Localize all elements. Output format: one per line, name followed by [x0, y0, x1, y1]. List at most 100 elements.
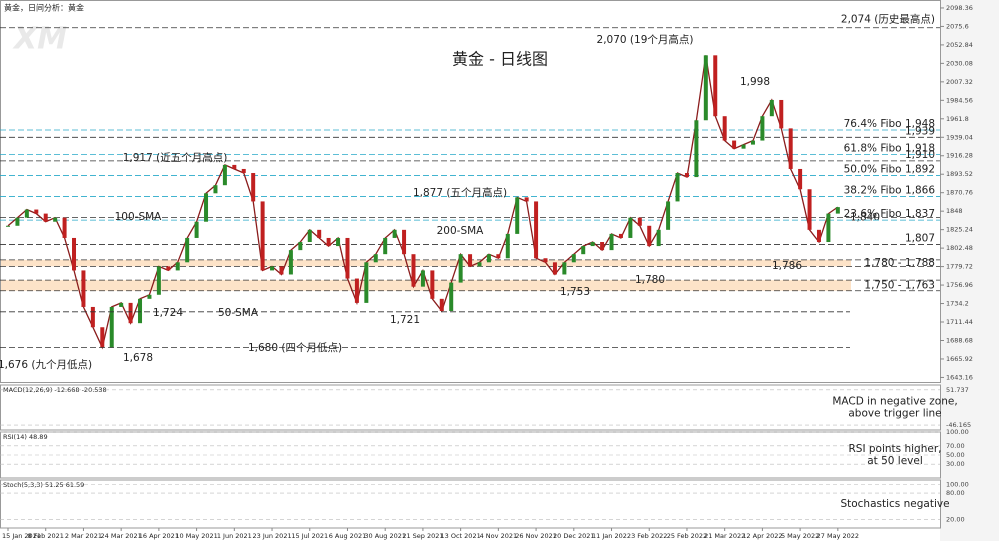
y-tick-label: 1984.56 — [946, 96, 973, 104]
price-point — [270, 266, 275, 271]
price-point — [477, 262, 482, 267]
annotation: 1,676 (九个月低点) — [0, 358, 92, 371]
price-point — [251, 173, 256, 202]
x-tick-label: 16 Apr 2021 — [139, 532, 179, 540]
price-point — [807, 189, 812, 230]
price-point — [175, 262, 180, 271]
price-point — [53, 217, 58, 222]
price-point — [666, 201, 671, 230]
x-tick-label: 15 Jul 2021 — [291, 532, 328, 540]
price-point — [307, 229, 312, 243]
level-label: 1,910 — [905, 149, 935, 161]
price-point — [392, 229, 397, 238]
price-point — [354, 278, 359, 303]
price-point — [741, 144, 746, 149]
y-tick-label: 1848 — [946, 207, 963, 215]
annotation: 1,786 — [772, 260, 802, 272]
level-label: 2,074 (历史最高点) — [841, 13, 935, 26]
price-point — [609, 233, 614, 251]
y-tick-label: 2030.08 — [946, 59, 973, 67]
y-tick-label: 1825.24 — [946, 226, 973, 234]
y-tick-label: 1665.92 — [946, 355, 973, 363]
indicator-name: MACD(12,26,9) -12.668 -20.538 — [3, 386, 107, 394]
y-tick-label: 1756.96 — [946, 281, 973, 289]
indicator-tick-label: 100.00 — [946, 428, 969, 436]
price-point — [713, 55, 718, 117]
price-point — [571, 254, 576, 263]
price-point — [732, 140, 737, 149]
annotation: 1,753 — [560, 286, 590, 298]
price-point — [100, 327, 105, 348]
price-point — [383, 237, 388, 255]
y-tick-label: 1939.04 — [946, 133, 973, 141]
price-point — [260, 201, 265, 271]
header: 黄金，日间分析：黄金 — [4, 3, 84, 13]
x-tick-label: 10 May 2021 — [175, 532, 217, 540]
axis-panel — [940, 0, 999, 541]
indicator-tick-label: 50.00 — [946, 451, 965, 459]
price-point — [515, 197, 520, 234]
price-point — [534, 201, 539, 259]
price-point — [62, 217, 67, 238]
indicator-tick-label: 70.00 — [946, 442, 965, 450]
annotation: 2,070 (19个月高点) — [597, 33, 694, 46]
price-point — [15, 217, 20, 226]
x-tick-label: 24 Mar 2021 — [101, 532, 142, 540]
price-point — [288, 250, 293, 275]
level-label: 1,939 — [905, 125, 935, 137]
x-tick-label: 3 Feb 2022 — [631, 532, 667, 540]
x-tick-label: 13 Oct 2021 — [441, 532, 481, 540]
level-label: 38.2% Fibo 1,866 — [844, 185, 936, 197]
level-label: 1,807 — [905, 232, 935, 244]
price-point — [439, 298, 444, 312]
price-point — [147, 294, 152, 299]
price-point — [826, 213, 831, 243]
price-point — [722, 116, 727, 141]
price-point — [628, 217, 633, 238]
logo: XM — [12, 22, 67, 57]
price-point — [496, 254, 501, 259]
price-point — [128, 302, 133, 324]
price-point — [647, 225, 652, 247]
band-label: 1,780 - 1,788 — [864, 257, 935, 269]
price-point — [156, 266, 161, 295]
indicator-frame — [0, 479, 941, 529]
indicator-tick-label: 30.00 — [946, 460, 965, 468]
x-tick-label: 27 May 2022 — [817, 532, 859, 540]
y-tick-label: 1779.72 — [946, 263, 973, 271]
price-point — [109, 306, 114, 348]
level-label: 1,840 — [850, 212, 880, 224]
x-tick-label: 15 Jan 2021 — [2, 532, 41, 540]
support-band — [1, 259, 851, 267]
price-point — [798, 168, 803, 190]
level-label: 23.6% Fibo 1,837 — [844, 208, 935, 220]
annotation: 200-SMA — [437, 225, 485, 237]
price-point — [241, 168, 246, 174]
price-point — [449, 282, 454, 312]
indicator-comment: at 50 level — [867, 455, 923, 467]
price-point — [779, 99, 784, 129]
price-point — [232, 164, 237, 169]
y-tick-label: 1961.8 — [946, 115, 969, 123]
annotation: 1,680 (四个月低点) — [248, 341, 342, 354]
price-point — [6, 225, 10, 227]
price-point — [279, 266, 284, 275]
x-tick-label: 1 Jun 2021 — [217, 532, 252, 540]
price-point — [402, 229, 407, 255]
x-tick-label: 26 Nov 2021 — [515, 532, 557, 540]
price-point — [213, 185, 218, 194]
price-point — [90, 306, 95, 328]
indicator-tick-label: 80.00 — [946, 489, 965, 497]
price-point — [430, 270, 435, 299]
x-tick-label: 25 Feb 2022 — [667, 532, 707, 540]
price-point — [816, 229, 821, 243]
x-tick-label: 11 Jan 2022 — [592, 532, 631, 540]
price-point — [486, 254, 491, 263]
price-point — [326, 237, 331, 247]
indicator-tick-label: -46.165 — [946, 421, 971, 429]
x-tick-label: 5 May 2022 — [781, 532, 819, 540]
price-point — [524, 197, 529, 202]
price-point — [222, 164, 227, 186]
